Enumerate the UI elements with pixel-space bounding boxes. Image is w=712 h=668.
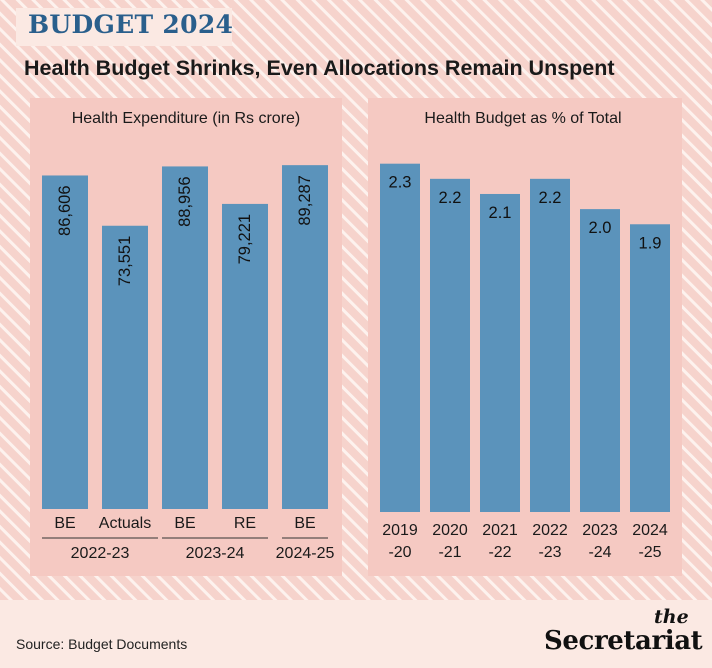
category-label: BE <box>54 515 75 532</box>
tick-label: 2023 <box>582 522 618 539</box>
data-label: 79,221 <box>236 214 254 264</box>
bar <box>430 178 470 512</box>
data-label: 2.1 <box>489 204 512 222</box>
tick-label: 2021 <box>482 522 518 539</box>
budget-badge <box>16 8 232 46</box>
logo-secretariat: Secretariat <box>544 626 703 656</box>
tick-label: -20 <box>388 544 411 561</box>
tick-label: 2019 <box>382 522 418 539</box>
bar <box>580 209 620 513</box>
category-label: Actuals <box>99 515 151 532</box>
chart-title-left: Health Expenditure (in Rs crore) <box>72 110 301 127</box>
bar <box>380 163 420 512</box>
tick-label: -25 <box>638 544 661 561</box>
bar <box>222 203 268 510</box>
source-note: Source: Budget Documents <box>16 636 188 652</box>
data-label: 73,551 <box>116 236 134 286</box>
data-label: 86,606 <box>56 185 74 235</box>
data-label: 89,287 <box>296 175 314 225</box>
bar <box>630 224 670 513</box>
tick-label: -22 <box>488 544 511 561</box>
data-label: 2.2 <box>539 189 562 207</box>
group-label: 2024-25 <box>276 545 335 562</box>
bar <box>42 175 88 509</box>
tick-label: -21 <box>438 544 461 561</box>
bar <box>282 165 328 509</box>
tick-label: 2024 <box>632 522 668 539</box>
chart-title-right: Health Budget as % of Total <box>424 110 621 127</box>
category-label: RE <box>234 515 256 532</box>
group-label: 2022-23 <box>71 545 130 562</box>
tick-label: -24 <box>588 544 611 561</box>
panel-health-share <box>368 98 682 576</box>
data-label: 2.3 <box>389 174 412 192</box>
headline: Health Budget Shrinks, Even Allocations … <box>24 56 615 80</box>
tick-label: 2020 <box>432 522 468 539</box>
data-label: 2.2 <box>439 189 462 207</box>
bar <box>162 166 208 510</box>
bar <box>530 178 570 512</box>
data-label: 1.9 <box>639 234 662 252</box>
badge-text: BUDGET 2024 <box>28 10 234 39</box>
tick-label: -23 <box>538 544 561 561</box>
category-label: BE <box>174 515 195 532</box>
logo-the: the <box>654 606 689 628</box>
bar <box>480 193 520 512</box>
charts-canvas: Health Expenditure (in Rs crore) 86,606 BE… <box>42 110 670 562</box>
bar <box>102 225 148 509</box>
group-label: 2023-24 <box>186 545 245 562</box>
data-label: 88,956 <box>176 176 194 226</box>
data-label: 2.0 <box>589 219 612 237</box>
tick-label: 2022 <box>532 522 568 539</box>
category-label: BE <box>294 515 315 532</box>
